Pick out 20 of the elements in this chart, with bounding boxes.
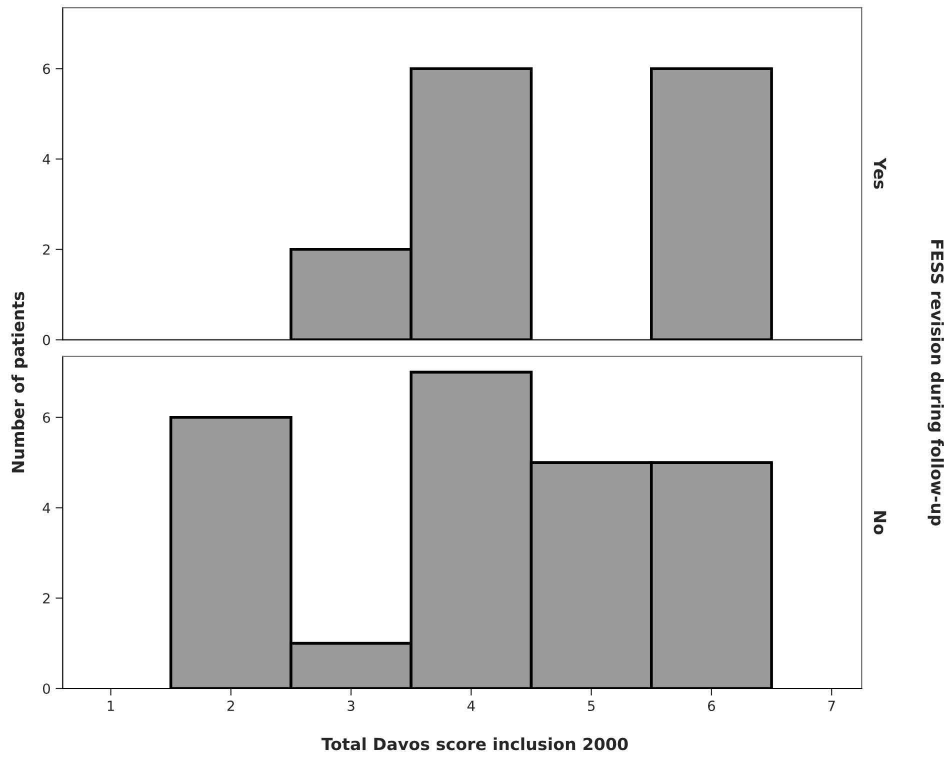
x-tick-label: 2 [228,700,234,711]
y2-axis-title: Yes [874,158,886,189]
y-tick-label: 6 [43,412,50,423]
y-tick-label: 2 [43,244,50,255]
x-axis-title: Total Davos score inclusion 2000 [321,737,628,750]
x-tick-label: 6 [708,700,716,712]
x-tick-label: 3 [348,700,354,712]
y-tick-label: 0 [42,683,50,694]
y-tick-label: 4 [42,154,50,164]
text: FESS revision during follow-up [928,240,944,526]
y-axis-title: Number of patients [11,292,28,472]
y2-axis-title: No [874,511,886,534]
x-tick-label: 1 [108,700,114,711]
x-tick-label: 4 [467,700,475,711]
y-tick-label: 0 [42,334,50,346]
x-tick-label: 7 [828,700,835,711]
y-tick-label: 4 [42,502,50,514]
y-tick-label: 2 [43,593,50,604]
y-tick-label: 6 [43,64,50,74]
x-tick-label: 5 [588,700,595,712]
